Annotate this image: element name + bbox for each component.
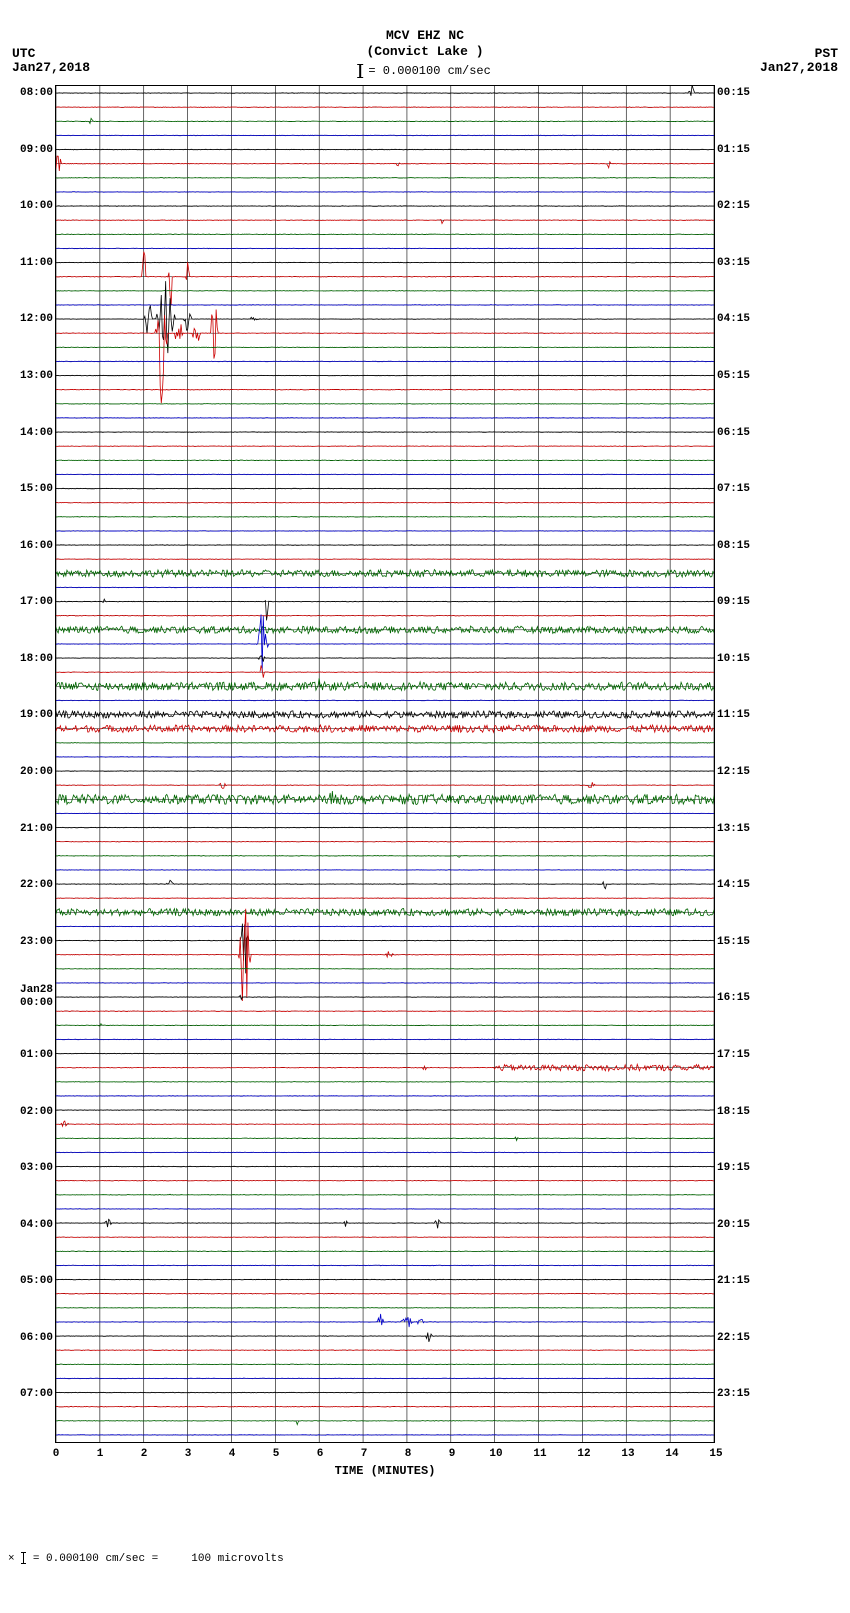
x-tick-label: 9 [449,1448,456,1460]
left-time-label: 11:00 [20,257,53,269]
right-time-label: 17:15 [717,1049,750,1061]
left-timezone: UTC [12,46,35,61]
left-time-label: 12:00 [20,313,53,325]
seismogram-svg [56,86,714,1442]
right-time-label: 07:15 [717,483,750,495]
right-time-label: 20:15 [717,1219,750,1231]
x-tick-label: 8 [405,1448,412,1460]
x-tick-label: 11 [533,1448,546,1460]
x-tick-label: 0 [53,1448,60,1460]
right-time-label: 06:15 [717,427,750,439]
x-tick-label: 1 [97,1448,104,1460]
left-time-label: 20:00 [20,766,53,778]
right-time-label: 21:15 [717,1275,750,1287]
right-time-label: 22:15 [717,1332,750,1344]
x-tick-label: 3 [185,1448,192,1460]
x-tick-label: 7 [361,1448,368,1460]
left-time-label: 06:00 [20,1332,53,1344]
location-title: (Convict Lake ) [366,44,483,59]
scale-indicator: = 0.000100 cm/sec [359,64,491,78]
left-time-label: 16:00 [20,540,53,552]
left-time-label: 04:00 [20,1219,53,1231]
x-tick-label: 10 [489,1448,502,1460]
right-time-label: 19:15 [717,1162,750,1174]
x-tick-label: 5 [273,1448,280,1460]
left-time-label: 18:00 [20,653,53,665]
left-time-label: 01:00 [20,1049,53,1061]
x-tick-label: 12 [577,1448,590,1460]
right-time-label: 05:15 [717,370,750,382]
left-time-label: 08:00 [20,87,53,99]
right-time-label: 09:15 [717,596,750,608]
left-time-label: 23:00 [20,936,53,948]
left-time-label: Jan2800:00 [20,984,53,1008]
left-date: Jan27,2018 [12,60,90,75]
right-time-label: 13:15 [717,823,750,835]
right-time-label: 02:15 [717,200,750,212]
x-tick-label: 15 [709,1448,722,1460]
right-time-label: 18:15 [717,1106,750,1118]
left-time-label: 19:00 [20,709,53,721]
left-time-label: 07:00 [20,1388,53,1400]
x-axis-title: TIME (MINUTES) [335,1464,436,1478]
right-time-label: 12:15 [717,766,750,778]
right-time-label: 08:15 [717,540,750,552]
right-time-label: 14:15 [717,879,750,891]
right-time-label: 11:15 [717,709,750,721]
x-tick-label: 14 [665,1448,678,1460]
left-time-label: 21:00 [20,823,53,835]
right-time-label: 01:15 [717,144,750,156]
footer-scale: × = 0.000100 cm/sec = 100 microvolts [8,1552,284,1565]
right-date: Jan27,2018 [760,60,838,75]
station-title: MCV EHZ NC [386,28,464,43]
seismogram-plot: 0123456789101112131415TIME (MINUTES)08:0… [55,85,715,1443]
left-time-label: 22:00 [20,879,53,891]
right-time-label: 23:15 [717,1388,750,1400]
right-time-label: 16:15 [717,992,750,1004]
left-time-label: 14:00 [20,427,53,439]
left-time-label: 09:00 [20,144,53,156]
x-tick-label: 2 [141,1448,148,1460]
right-time-label: 10:15 [717,653,750,665]
left-time-label: 15:00 [20,483,53,495]
left-time-label: 02:00 [20,1106,53,1118]
x-tick-label: 4 [229,1448,236,1460]
x-tick-label: 13 [621,1448,634,1460]
right-time-label: 15:15 [717,936,750,948]
left-time-label: 03:00 [20,1162,53,1174]
left-time-label: 10:00 [20,200,53,212]
right-time-label: 00:15 [717,87,750,99]
right-timezone: PST [815,46,838,61]
right-time-label: 03:15 [717,257,750,269]
x-tick-label: 6 [317,1448,324,1460]
right-time-label: 04:15 [717,313,750,325]
left-time-label: 13:00 [20,370,53,382]
left-time-label: 05:00 [20,1275,53,1287]
left-time-label: 17:00 [20,596,53,608]
